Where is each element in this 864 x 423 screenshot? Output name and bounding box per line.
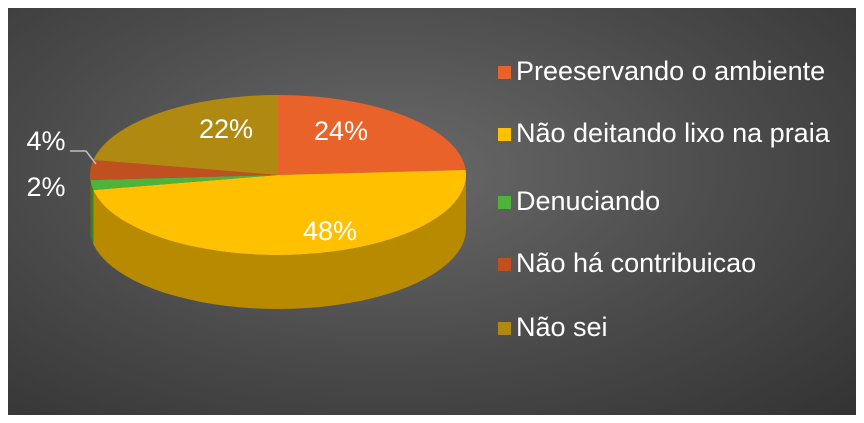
- legend: Preeservando o ambiente Não deitando lix…: [498, 56, 838, 343]
- pie-slice-nao-ha-contribuicao: [90, 160, 278, 180]
- pie-chart: 24% 48% 2% 4% 22%: [26, 95, 467, 309]
- data-label-denunciando: 2%: [26, 172, 65, 202]
- legend-item-denunciando: Denuciando: [498, 186, 838, 248]
- legend-swatch-nao-ha-contribuicao: [498, 258, 511, 271]
- legend-item-nao-ha-contribuicao: Não há contribuicao: [498, 248, 838, 312]
- pie-slice-nao-sei: [93, 95, 278, 175]
- legend-swatch-denunciando: [498, 196, 511, 209]
- pie-side-walls: [90, 175, 467, 309]
- pie-slice-nao-deitando-lixo: [93, 170, 466, 256]
- legend-swatch-nao-sei: [498, 322, 511, 335]
- legend-label-nao-deitando-lixo: Não deitando lixo na praia: [516, 118, 830, 148]
- legend-label-denunciando: Denuciando: [516, 186, 661, 216]
- pie-wall-nao-deitando-lixo: [93, 175, 467, 309]
- legend-label-preservando: Preeservando o ambiente: [516, 56, 826, 86]
- legend-item-nao-sei: Não sei: [498, 312, 838, 343]
- legend-swatch-preservando: [498, 66, 511, 79]
- data-label-nao-deitando-lixo: 48%: [303, 216, 357, 246]
- pie-slice-preservando: [278, 95, 466, 175]
- leader-line-nao-ha-contribuicao: [70, 150, 97, 165]
- legend-swatch-nao-deitando-lixo: [498, 128, 511, 141]
- chart-area: 24% 48% 2% 4% 22% Preeservando o ambiente Nã…: [8, 8, 856, 415]
- legend-label-nao-sei: Não sei: [516, 312, 608, 342]
- legend-item-nao-deitando-lixo: Não deitando lixo na praia: [498, 118, 838, 186]
- data-label-preservando: 24%: [314, 116, 368, 146]
- pie-wall-denunciando: [90, 180, 94, 244]
- data-label-nao-sei: 22%: [199, 114, 253, 144]
- legend-label-nao-ha-contribuicao: Não há contribuicao: [516, 248, 757, 278]
- data-label-nao-ha-contribuicao: 4%: [26, 126, 65, 156]
- legend-item-preservando: Preeservando o ambiente: [498, 56, 838, 118]
